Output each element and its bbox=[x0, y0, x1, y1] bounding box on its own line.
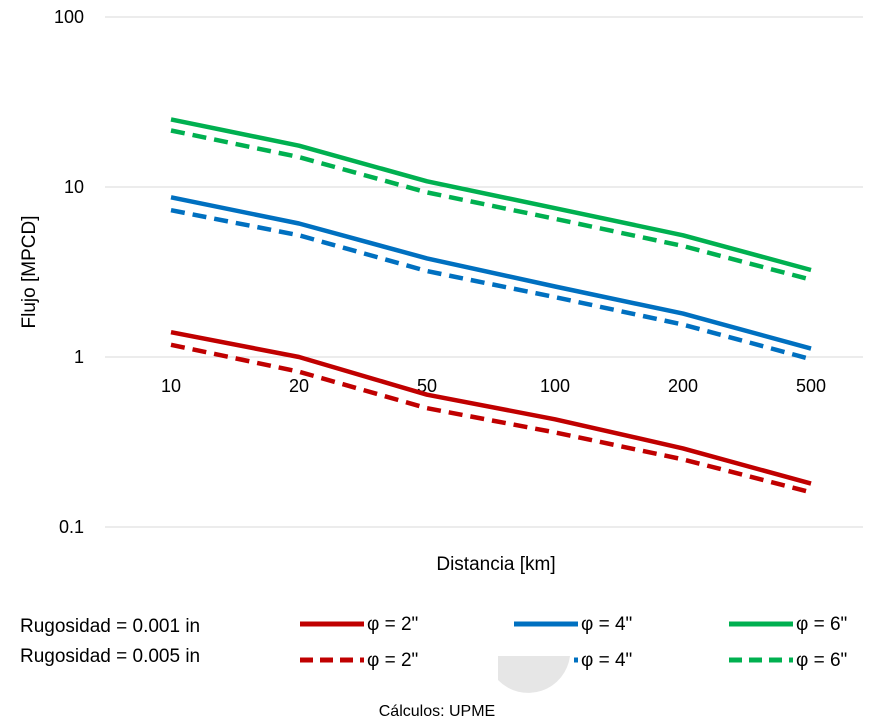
series-line-2 bbox=[170, 342, 812, 495]
legend-label-4in-solid: φ = 4" bbox=[581, 614, 632, 635]
y-tick-label: 1 bbox=[74, 347, 84, 367]
series-line-5 bbox=[170, 117, 812, 273]
series-line-3 bbox=[170, 195, 812, 351]
legend-label-6in-solid: φ = 6" bbox=[796, 614, 847, 635]
x-axis-ticks: 10 20 50 100 200 500 bbox=[161, 376, 826, 396]
x-tick-label: 20 bbox=[289, 376, 309, 396]
series-line-1 bbox=[170, 329, 812, 486]
source-note: Cálculos: UPME bbox=[379, 703, 495, 720]
series-line-4 bbox=[170, 207, 812, 362]
gridlines bbox=[105, 16, 863, 528]
y-tick-label: 0.1 bbox=[59, 517, 84, 537]
series-line-6 bbox=[170, 128, 812, 282]
watermark-shape bbox=[498, 656, 570, 693]
y-axis-ticks: 100 10 1 0.1 bbox=[54, 7, 84, 537]
y-tick-label: 100 bbox=[54, 7, 84, 27]
x-tick-label: 500 bbox=[796, 376, 826, 396]
series-lines bbox=[170, 117, 812, 495]
x-tick-label: 100 bbox=[540, 376, 570, 396]
y-tick-label: 10 bbox=[64, 177, 84, 197]
x-axis-title: Distancia [km] bbox=[436, 554, 555, 575]
legend: Rugosidad = 0.001 in Rugosidad = 0.005 i… bbox=[20, 614, 847, 671]
legend-label-6in-dashed: φ = 6" bbox=[796, 650, 847, 671]
x-tick-label: 10 bbox=[161, 376, 181, 396]
legend-row-label-2: Rugosidad = 0.005 in bbox=[20, 646, 200, 667]
legend-label-4in-dashed: φ = 4" bbox=[581, 650, 632, 671]
legend-label-2in-solid: φ = 2" bbox=[367, 614, 418, 635]
y-axis-title: Flujo [MPCD] bbox=[19, 216, 40, 329]
legend-row-label-1: Rugosidad = 0.001 in bbox=[20, 616, 200, 637]
x-tick-label: 200 bbox=[668, 376, 698, 396]
legend-label-2in-dashed: φ = 2" bbox=[367, 650, 418, 671]
